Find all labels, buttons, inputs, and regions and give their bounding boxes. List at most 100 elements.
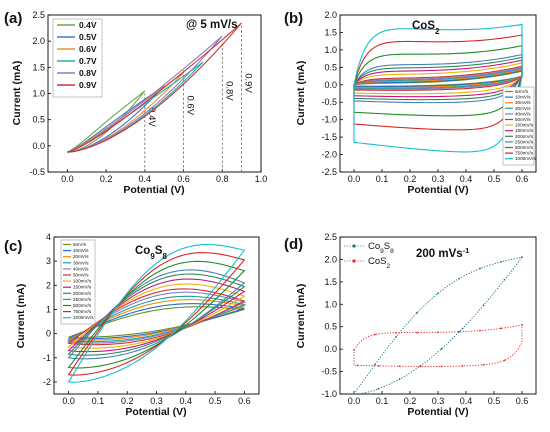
x-tick-label: 0.0 <box>61 174 74 184</box>
legend-label: 500mV/s <box>73 303 92 308</box>
legend-marker-co9s8 <box>352 244 356 248</box>
panel-label-d: (d) <box>284 236 303 253</box>
axis-ticks-d: 0.0 0.1 0.2 0.3 0.4 0.5 0.6 -1.0 -0.5 0.0 0.5 1.0 1.… <box>321 232 528 406</box>
data-point-co9s8 <box>398 378 401 380</box>
data-point-co9s8 <box>353 393 355 395</box>
panel-label-b: (b) <box>284 10 303 27</box>
panel-c: (c) 0.0 0.1 0.2 0.3 0.4 0.5 0.6 -2 -1 0 1 2 3 4 Poten… <box>4 232 260 418</box>
legend-label: 250mV/s <box>73 297 92 302</box>
x-axis-label-d: Potential (V) <box>407 406 468 418</box>
y-tick-label: 0 <box>46 329 51 339</box>
x-tick-label: 0.6 <box>516 174 529 184</box>
legend-a: 0.4V 0.5V 0.6V 0.7V 0.8V 0.9V <box>57 20 97 90</box>
y-tick-label: 2.5 <box>32 10 45 20</box>
data-point-co9s8 <box>503 278 506 281</box>
x-tick-label: 0.3 <box>432 174 445 184</box>
data-point-cos2 <box>479 329 481 332</box>
axis-ticks-b: 0.0 0.1 0.2 0.3 0.4 0.5 0.6 -2.5 -2.0 -1.5 -1.0 -0.… <box>321 10 528 184</box>
x-tick-label: 0.6 <box>238 396 251 406</box>
x-tick-label: 0.0 <box>62 396 75 406</box>
y-tick-label: -2 <box>43 377 51 387</box>
data-point-co9s8 <box>416 311 418 314</box>
data-point-cos2 <box>419 365 422 368</box>
vertical-guides-a: 0.4V 0.6V 0.8V 0.9V <box>144 25 254 172</box>
y-axis-label-a: Current (mA) <box>11 61 23 126</box>
cv-curve-0.4V <box>67 90 146 153</box>
x-tick-label: 0.5 <box>488 396 501 406</box>
cv-curve-100mV/s <box>67 283 246 349</box>
panel-label-a: (a) <box>4 10 22 27</box>
data-point-co9s8 <box>374 363 376 366</box>
legend-d: Co9S8 CoS2 <box>344 241 394 270</box>
legend-label: 100mV/s <box>73 279 92 284</box>
legend-label: 150mV/s <box>73 285 92 290</box>
x-tick-label: 0.6 <box>177 174 190 184</box>
cv-curve-co9s8 <box>353 256 524 395</box>
y-axis-label-c: Current (mA) <box>15 284 27 349</box>
panel-a: (a) 0.0 0.2 0.4 0.6 0.8 1.0 -0.5 0.0 0.5 1.0 1.5 2.… <box>4 10 267 196</box>
cv-curve-200mV/s <box>67 273 246 356</box>
data-point-co9s8 <box>461 327 464 330</box>
x-tick-label: 0.0 <box>348 396 361 406</box>
x-tick-label: 0.2 <box>121 396 134 406</box>
y-tick-label: -0.5 <box>321 367 337 377</box>
y-axis-label-d: Current (mA) <box>295 284 307 349</box>
y-tick-label: 0.5 <box>324 62 337 72</box>
y-tick-label: 2.0 <box>32 36 45 46</box>
x-tick-label: 0.4 <box>460 174 473 184</box>
y-tick-label: 2.5 <box>324 232 337 242</box>
y-tick-label: 2 <box>46 280 51 290</box>
x-tick-label: 0.2 <box>404 396 417 406</box>
vertical-guide-label: 0.6V <box>185 96 196 116</box>
cv-curve-1000mV/s <box>353 23 523 153</box>
legend-label: 30mV/s <box>73 260 89 265</box>
legend-marker-cos2 <box>352 259 356 263</box>
x-tick-label: 0.4 <box>180 396 193 406</box>
legend-b: 5mV/s10mV/s20mV/s30mV/s40mV/s50mV/s100mV… <box>505 89 536 161</box>
panel-label-c: (c) <box>4 238 22 255</box>
data-point-cos2 <box>398 365 401 368</box>
y-tick-label: 1.0 <box>32 89 45 99</box>
scan-rate-annotation-a: @ 5 mV/s <box>186 19 238 31</box>
cv-curve-cos2 <box>353 324 523 367</box>
legend-label: 150mV/s <box>515 128 534 133</box>
data-point-cos2 <box>395 331 397 334</box>
data-point-cos2 <box>521 324 523 326</box>
y-tick-label: 1.5 <box>324 277 337 287</box>
legend-box-b <box>502 86 535 166</box>
y-tick-label: -0.5 <box>321 97 337 107</box>
legend-label: 40mV/s <box>73 266 89 271</box>
panel-b: (b) 0.0 0.1 0.2 0.3 0.4 0.5 0.6 -2.5 -2.0 -1.5 -1.… <box>284 10 537 196</box>
x-tick-label: 0.2 <box>404 174 417 184</box>
y-tick-label: -1.0 <box>321 115 337 125</box>
legend-label: 750mV/s <box>515 151 534 156</box>
cv-curve-10mV/s <box>68 303 245 340</box>
vertical-guide-label: 0.8V <box>223 81 234 101</box>
y-tick-label: 0.0 <box>324 344 337 354</box>
x-tick-label: 0.2 <box>100 174 113 184</box>
cv-curves-c <box>66 243 247 383</box>
legend-label: 0.8V <box>79 68 97 78</box>
data-point-cos2 <box>374 333 376 336</box>
y-tick-label: -0.5 <box>29 167 45 177</box>
legend-label: 0.7V <box>79 56 97 66</box>
data-point-cos2 <box>356 364 359 367</box>
data-point-co9s8 <box>500 261 502 263</box>
x-axis-label-c: Potential (V) <box>125 406 186 418</box>
data-point-co9s8 <box>377 387 380 390</box>
vertical-guide-label: 0.4V <box>146 107 157 127</box>
data-point-cos2 <box>437 331 439 334</box>
y-tick-label: 0.0 <box>32 141 45 151</box>
y-tick-label: -1.0 <box>321 389 337 399</box>
legend-label: 100mV/s <box>515 123 534 128</box>
legend-label: 500mV/s <box>515 145 534 150</box>
x-tick-label: 0.5 <box>209 396 222 406</box>
data-point-cos2 <box>500 327 502 330</box>
x-tick-label: 1.0 <box>255 174 268 184</box>
data-point-co9s8 <box>395 336 397 338</box>
y-tick-label: -2.0 <box>321 150 337 160</box>
data-point-co9s8 <box>458 277 460 280</box>
y-tick-label: 2.0 <box>324 10 337 20</box>
x-tick-label: 0.5 <box>488 174 501 184</box>
